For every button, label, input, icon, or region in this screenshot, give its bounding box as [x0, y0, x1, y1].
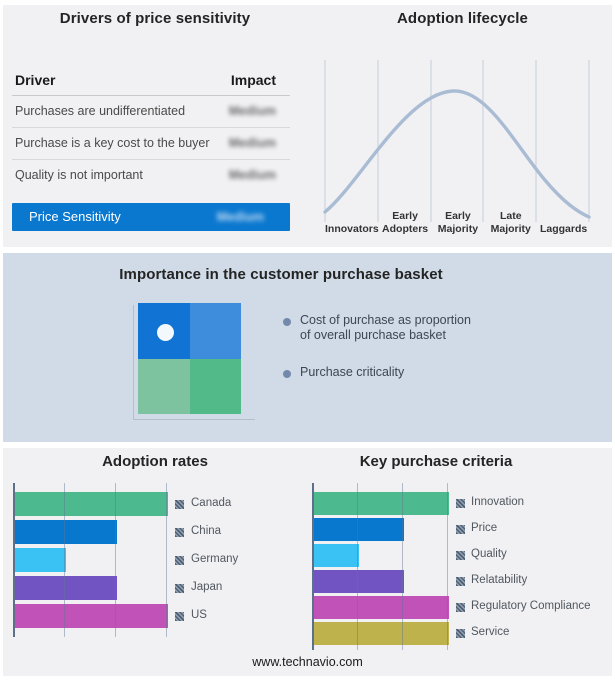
bar-regulatory-compliance	[314, 596, 449, 619]
basket-bullet-list: Cost of purchase as proportion of overal…	[283, 313, 483, 402]
legend-marker-relatability	[456, 577, 465, 586]
driver-row: Purchase is a key cost to the buyer Mediu…	[12, 128, 290, 160]
purchase-basket-quadrant	[138, 303, 241, 414]
bar-relatability	[314, 570, 404, 593]
bell-curve	[323, 89, 591, 219]
quadrant-cell-bottom-right	[189, 358, 241, 414]
bar-japan	[15, 576, 117, 600]
y-axis-line	[13, 483, 15, 637]
price-sensitivity-label: Price Sensitivity	[29, 209, 121, 224]
adoption-rates-chart: Adoption rates Canada China Germany Japan US	[0, 448, 310, 676]
chart-title: Adoption rates	[102, 453, 208, 470]
driver-row: Quality is not important Medium	[12, 160, 290, 191]
adoption-lifecycle-curve-chart	[323, 60, 591, 222]
gridline	[166, 483, 167, 637]
driver-text: Purchase is a key cost to the buyer	[15, 136, 210, 150]
gridline	[64, 483, 65, 637]
drivers-panel-title: Drivers of price sensitivity	[59, 10, 251, 27]
impact-value-redacted: Medium	[228, 104, 276, 118]
legend-label: Relatability	[471, 574, 528, 586]
bar-canada	[15, 492, 168, 516]
legend-marker-service	[456, 629, 465, 638]
driver-row: Purchases are undifferentiated Medium	[12, 96, 290, 128]
legend-label: Price	[471, 522, 498, 534]
lifecycle-stage-label: Laggards	[539, 222, 588, 235]
legend-marker-price	[456, 525, 465, 534]
legend-marker-germany	[175, 555, 184, 565]
quadrant-y-axis	[133, 305, 134, 420]
position-marker-dot	[157, 324, 174, 341]
legend-label: Japan	[191, 580, 223, 593]
lifecycle-panel-title: Adoption lifecycle	[397, 10, 528, 27]
legend-marker-innovation	[456, 499, 465, 508]
quadrant-x-axis	[133, 419, 255, 420]
legend-marker-quality	[456, 551, 465, 560]
legend-marker-japan	[175, 583, 184, 593]
lifecycle-stage-label: Early Majority	[437, 210, 479, 235]
gridline	[447, 483, 448, 650]
legend-label: China	[191, 524, 222, 537]
gridline	[115, 483, 116, 637]
driver-column-header: Driver	[15, 72, 56, 88]
basket-bullet-item: Cost of purchase as proportion of overal…	[283, 313, 483, 343]
basket-bullet-item: Purchase criticality	[283, 365, 483, 380]
legend-marker-us	[175, 611, 184, 621]
driver-text: Purchases are undifferentiated	[15, 104, 186, 118]
price-sensitivity-highlight-row: Price Sensitivity Medium	[12, 203, 290, 231]
legend-label: Canada	[191, 496, 232, 509]
legend-label: Regulatory Compliance	[471, 600, 591, 612]
quadrant-cell-bottom-left	[138, 358, 190, 414]
impact-value-redacted: Medium	[228, 136, 276, 150]
lifecycle-stage-label: Innovators	[325, 222, 379, 235]
quadrant-cell-top-left	[138, 303, 190, 359]
gridline	[357, 483, 358, 650]
legend-marker-canada	[175, 499, 184, 509]
legend-label: Germany	[191, 552, 239, 565]
legend-marker-regulatory-compliance	[456, 603, 465, 612]
lifecycle-stage-labels: Innovators Early Adopters Early Majority La…	[325, 193, 590, 235]
lifecycle-stage-label: Early Adopters	[382, 210, 429, 235]
quadrant-cell-top-right	[189, 303, 241, 359]
lifecycle-stage-label: Late Majority	[490, 210, 531, 235]
basket-panel-title: Importance in the customer purchase bask…	[119, 266, 443, 283]
y-axis-line	[312, 483, 314, 650]
legend-label: US	[191, 608, 207, 621]
bar-price	[314, 518, 404, 541]
bar-china	[15, 520, 117, 544]
legend-label: Innovation	[471, 496, 525, 508]
impact-column-header: Impact	[230, 72, 276, 88]
legend-label: Service	[471, 626, 510, 638]
chart-title: Key purchase criteria	[359, 453, 513, 470]
bar-germany	[15, 548, 66, 572]
bar-innovation	[314, 492, 449, 515]
footer-url: www.technavio.com	[252, 655, 363, 669]
bar-service	[314, 622, 449, 645]
driver-text: Quality is not important	[15, 168, 143, 182]
drivers-table-rows: Purchases are undifferentiated Medium Purc…	[12, 96, 290, 191]
bottom-section-background	[3, 448, 612, 676]
price-sensitivity-impact-redacted: Medium	[216, 210, 264, 224]
key-purchase-criteria-chart: Key purchase criteria Innovation Price Qual…	[310, 448, 615, 676]
bar-us	[15, 604, 168, 628]
drivers-table-header: Driver Impact	[12, 70, 290, 96]
impact-value-redacted: Medium	[228, 168, 276, 182]
bar-quality	[314, 544, 359, 567]
legend-marker-china	[175, 527, 184, 537]
legend-label: Quality	[471, 548, 507, 560]
gridline	[402, 483, 403, 650]
middle-section-background	[3, 253, 612, 442]
